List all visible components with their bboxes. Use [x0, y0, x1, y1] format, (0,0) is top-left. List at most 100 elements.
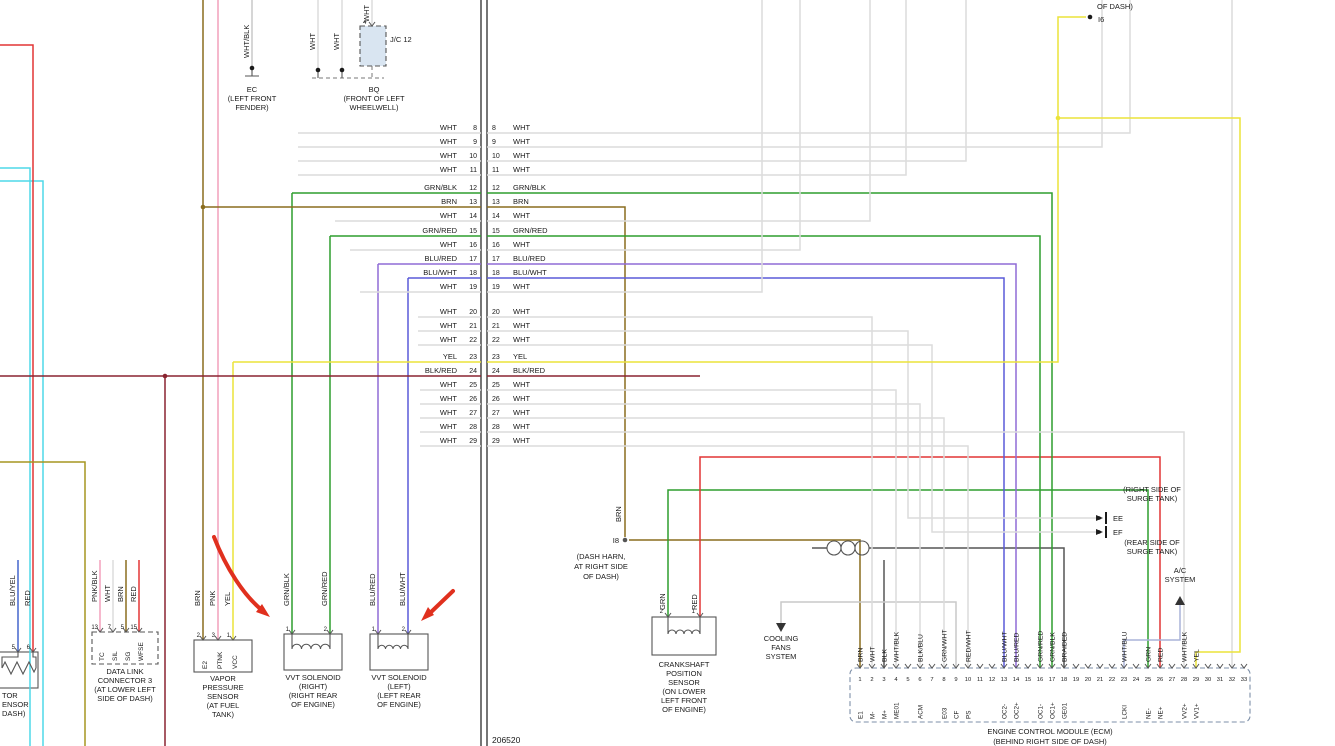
- row-wire-color-right: WHT: [513, 422, 530, 431]
- row-pin-number-left: 22: [469, 337, 477, 344]
- pin-chevron: [326, 629, 334, 635]
- label: CONNECTOR 3: [98, 676, 152, 685]
- row-pin-number-left: 25: [469, 382, 477, 389]
- ecm-pin-number: 9: [954, 677, 957, 683]
- wire-row-28-right: [487, 431, 1185, 668]
- ecm-pin-name: GE01: [1062, 702, 1069, 719]
- pin-chevron: [29, 647, 37, 653]
- row-wire-color-right: YEL: [513, 352, 527, 361]
- ecm-box: [849, 667, 1251, 723]
- label: TC: [99, 652, 106, 661]
- row-wire-color-right: WHT: [513, 394, 530, 403]
- label: SG: [125, 652, 132, 661]
- junction-dot: [1097, 530, 1101, 534]
- cooling-fan-arrowhead: [776, 623, 786, 632]
- ecm-wire-color-label: BRN: [858, 648, 865, 662]
- wire-row-22-right: [487, 344, 1096, 533]
- row-wire-color-left: WHT: [440, 380, 457, 389]
- pin-chevron: [696, 612, 704, 618]
- pin-chevron: [199, 635, 207, 641]
- ecm-pin-name: E03: [942, 707, 949, 719]
- row-pin-number-right: 10: [492, 153, 500, 160]
- label: E2: [202, 661, 209, 669]
- wire-row-18-right: [487, 277, 1005, 668]
- ecm-pin-number: 19: [1073, 677, 1079, 683]
- label: FENDER): [235, 103, 269, 112]
- row-wire-color-right: WHT: [513, 282, 530, 291]
- pin-chevron: [868, 663, 876, 669]
- row-wire-color-right: WHT: [513, 321, 530, 330]
- ecm-wire-color-label: GRN: [1146, 647, 1153, 662]
- wire-row-10-right: [487, 0, 967, 162]
- i6-location-label: OF DASH): [1097, 2, 1133, 11]
- wire-row-29-right: [487, 445, 969, 668]
- label: OF DASH): [583, 572, 619, 581]
- label: WHT: [362, 5, 371, 22]
- row-pin-number-left: 19: [469, 284, 477, 291]
- label: 2: [660, 609, 664, 615]
- pin-chevron: [1132, 663, 1140, 669]
- ckp-caption: CRANKSHAFT: [659, 660, 710, 669]
- ecm-pin-number: 25: [1145, 677, 1151, 683]
- pin-chevron: [940, 663, 948, 669]
- row-pin-number-left: 24: [469, 368, 477, 375]
- ecm-pin-name: E1: [858, 711, 865, 719]
- pin-chevron: [1120, 663, 1128, 669]
- pin-chevron: [1048, 663, 1056, 669]
- ecm-pin-name: OC1-: [1038, 704, 1045, 719]
- pin-chevron: [1096, 663, 1104, 669]
- row-wire-color-right: WHT: [513, 165, 530, 174]
- pin-chevron: [1084, 663, 1092, 669]
- row-pin-number-left: 13: [469, 199, 477, 206]
- label: WHT: [103, 585, 112, 602]
- row-pin-number-right: 26: [492, 396, 500, 403]
- label: ENSOR: [2, 700, 29, 709]
- ecm-pin-name: M-: [870, 712, 877, 719]
- page-number: 206520: [492, 735, 521, 745]
- row-pin-number-right: 24: [492, 368, 500, 375]
- ecm-pin-name: VV1+: [1194, 703, 1201, 719]
- pin-chevron: [1216, 663, 1224, 669]
- label: WHT: [332, 33, 341, 50]
- ecm-wire-color-label: BLK/BLU: [918, 634, 925, 662]
- cooling-fan-wire: [780, 601, 957, 668]
- ecm-wire-color-label: WHT: [870, 647, 877, 662]
- pin-chevron: [229, 635, 237, 641]
- ecm-pin-number: 8: [942, 677, 945, 683]
- pin-chevron: [856, 663, 864, 669]
- row-pin-number-left: 18: [469, 270, 477, 277]
- ecm-pin-name: NE+: [1158, 706, 1165, 719]
- row-pin-number-right: 17: [492, 256, 500, 263]
- label: (LEFT FRONT: [228, 94, 277, 103]
- ecm-wire-color-label: GRN/WHT: [942, 630, 949, 662]
- row-wire-color-left: BLU/RED: [424, 254, 457, 263]
- label: WHEELWELL): [349, 103, 399, 112]
- red-wire-left: [0, 44, 34, 652]
- pin-chevron: [1108, 663, 1116, 669]
- label: 5: [121, 625, 125, 631]
- cyan-wire-1: [0, 167, 31, 746]
- label: BRN: [116, 586, 125, 602]
- label: (RIGHT SIDE OF: [1123, 485, 1181, 494]
- wire-row-25-right: [487, 389, 897, 668]
- vvt-right-coil: [291, 634, 331, 650]
- pin-chevron: [122, 627, 130, 633]
- label: (LEFT): [387, 682, 411, 691]
- row-pin-number-left: 14: [469, 213, 477, 220]
- label: (AT FUEL: [207, 701, 240, 710]
- wire-row-8-right: [487, 0, 1131, 134]
- junction-dot: [1097, 516, 1101, 520]
- ecm-wire-color-label: RED/WHT: [966, 630, 973, 662]
- wire-row-9-right: [487, 0, 1103, 148]
- row-wire-color-left: GRN/BLK: [424, 183, 457, 192]
- annotation-arrow-vvt-left-head: [421, 607, 434, 621]
- label: TANK): [212, 710, 234, 719]
- wire-row-15-right: [487, 235, 1041, 668]
- dlc3-caption: DATA LINK: [106, 667, 143, 676]
- label: DASH): [2, 709, 26, 718]
- label: (FRONT OF LEFT: [343, 94, 405, 103]
- row-pin-number-left: 8: [473, 125, 477, 132]
- ecm-wire-color-label: BLK: [882, 649, 889, 662]
- label: RED: [690, 594, 699, 610]
